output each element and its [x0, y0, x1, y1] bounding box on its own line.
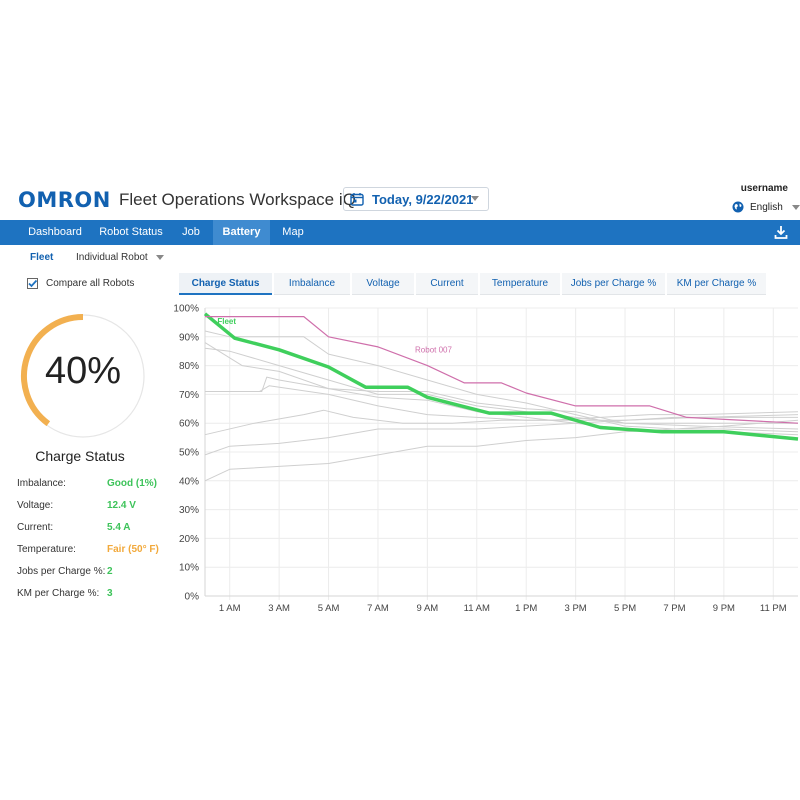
charge-percent: 40%	[44, 350, 122, 392]
x-tick-label: 5 PM	[614, 603, 636, 614]
charge-status-chart: 100% 90% 80% 70% 60% 50% 40% 30% 20% 10% 0% 1 AM 3 A…	[173, 304, 799, 614]
metric-label: Voltage:	[17, 500, 54, 511]
metric-km-per-charge: KM per Charge %: 3	[17, 588, 177, 602]
chevron-down-icon	[471, 196, 479, 201]
language-selector[interactable]: English	[732, 201, 800, 213]
y-tick-label: 90%	[179, 332, 199, 343]
y-tick-label: 40%	[179, 476, 199, 487]
username[interactable]: username	[740, 183, 788, 194]
calendar-icon	[350, 193, 364, 206]
series-line-fleet	[203, 312, 799, 441]
tab-voltage[interactable]: Voltage	[352, 273, 414, 295]
x-tick-label: 7 PM	[663, 603, 685, 614]
x-tick-label: 7 AM	[367, 603, 389, 614]
nav-battery[interactable]: Battery	[213, 220, 270, 245]
metric-value: Fair (50° F)	[107, 544, 159, 555]
x-tick-label: 5 AM	[318, 603, 340, 614]
date-picker[interactable]: Today, 9/22/2021	[343, 187, 489, 211]
subtab-individual-robot[interactable]: Individual Robot	[76, 252, 164, 263]
tab-current[interactable]: Current	[416, 273, 478, 295]
y-tick-label: 10%	[179, 563, 199, 574]
y-tick-label: 50%	[179, 448, 199, 459]
metric-label: Current:	[17, 522, 54, 533]
y-tick-label: 30%	[179, 505, 199, 516]
metric-value: Good (1%)	[107, 478, 157, 489]
nav-robot-status[interactable]: Robot Status	[99, 226, 163, 238]
metric-temperature: Temperature: Fair (50° F)	[17, 544, 177, 558]
x-tick-label: 1 AM	[219, 603, 241, 614]
app-title: Fleet Operations Workspace iQ	[119, 190, 356, 209]
x-tick-label: 11 PM	[760, 603, 787, 614]
chevron-down-icon	[791, 204, 800, 210]
compare-all-robots-checkbox[interactable]: Compare all Robots	[27, 278, 134, 289]
subtab-fleet[interactable]: Fleet	[30, 252, 54, 263]
charge-status-label: Charge Status	[35, 448, 125, 464]
omron-logo: OMRON	[18, 188, 111, 212]
x-tick-label: 3 PM	[565, 603, 587, 614]
y-tick-label: 20%	[179, 534, 199, 545]
series-label-robot-007: Robot 007	[415, 346, 452, 355]
subtab-individual-robot-label: Individual Robot	[76, 252, 148, 263]
checkbox-checked-icon[interactable]	[27, 278, 38, 289]
charge-gauge	[21, 314, 145, 438]
y-tick-label: 70%	[179, 390, 199, 401]
series-line-robot-007	[205, 316, 799, 424]
date-text: Today, 9/22/2021	[372, 191, 474, 207]
metric-jobs-per-charge: Jobs per Charge %: 2	[17, 566, 177, 580]
metric-voltage: Voltage: 12.4 V	[17, 500, 177, 514]
metric-value: 2	[107, 566, 113, 577]
x-tick-label: 3 AM	[268, 603, 290, 614]
tab-temperature[interactable]: Temperature	[480, 273, 560, 295]
nav-map[interactable]: Map	[282, 226, 304, 238]
series-line-robot	[204, 416, 798, 456]
series-label-fleet: Fleet	[217, 317, 236, 326]
y-tick-label: 60%	[179, 419, 199, 430]
tab-charge-status[interactable]: Charge Status	[179, 273, 272, 295]
compare-label: Compare all Robots	[46, 278, 135, 289]
x-tick-label: 9 AM	[417, 603, 439, 614]
metric-label: Temperature:	[17, 544, 76, 555]
language-label: English	[750, 201, 783, 213]
series-line-robot	[204, 330, 799, 433]
chevron-down-icon	[155, 254, 164, 260]
y-tick-label: 0%	[185, 592, 200, 603]
series-line-robot	[205, 385, 799, 421]
tab-imbalance[interactable]: Imbalance	[274, 273, 350, 295]
metric-value: 12.4 V	[107, 500, 136, 511]
nav-job[interactable]: Job	[182, 226, 200, 238]
x-tick-label: 9 PM	[713, 603, 735, 614]
series-line-robot	[204, 409, 799, 436]
y-tick-label: 100%	[173, 304, 199, 315]
x-tick-label: 11 AM	[464, 603, 490, 614]
metric-label: Imbalance:	[17, 478, 66, 489]
tab-km-per-charge[interactable]: KM per Charge %	[667, 273, 766, 295]
main-nav: Dashboard Robot Status Job Battery Map	[0, 220, 800, 245]
metric-imbalance: Imbalance: Good (1%)	[17, 478, 177, 492]
x-tick-label: 1 PM	[515, 603, 537, 614]
y-tick-label: 80%	[179, 361, 199, 372]
metric-label: Jobs per Charge %:	[17, 566, 106, 577]
nav-dashboard[interactable]: Dashboard	[28, 226, 82, 238]
download-icon[interactable]	[774, 225, 788, 239]
metric-value: 3	[107, 588, 113, 599]
series-line-robot	[204, 419, 799, 482]
tab-jobs-per-charge[interactable]: Jobs per Charge %	[562, 273, 665, 295]
metric-current: Current: 5.4 A	[17, 522, 177, 536]
metric-value: 5.4 A	[107, 522, 131, 533]
metric-label: KM per Charge %:	[17, 588, 100, 599]
globe-icon	[732, 201, 744, 213]
gauge-arc	[21, 314, 84, 427]
